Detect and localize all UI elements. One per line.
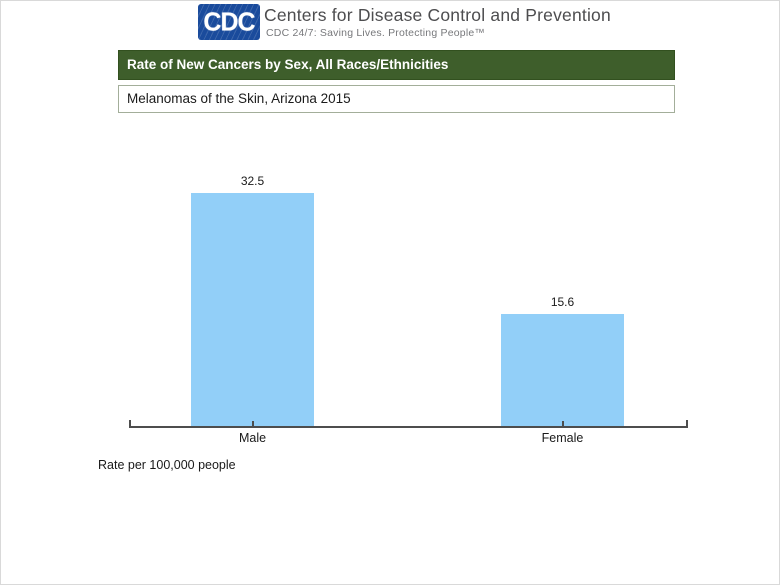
bar-male	[191, 193, 314, 426]
chart-subtitle-box: Melanomas of the Skin, Arizona 2015	[118, 85, 675, 113]
category-label-female: Female	[541, 431, 584, 445]
x-axis-line	[129, 426, 688, 428]
x-axis-tick-female	[561, 421, 564, 427]
org-name: Centers for Disease Control and Preventi…	[264, 5, 611, 25]
chart-title-bar: Rate of New Cancers by Sex, All Races/Et…	[118, 50, 675, 80]
x-axis-left-cap	[129, 420, 131, 428]
value-label-male: 32.5	[240, 174, 265, 188]
chart-subtitle: Melanomas of the Skin, Arizona 2015	[127, 91, 351, 106]
cdc-header: CDC Centers for Disease Control and Prev…	[1, 1, 779, 45]
x-axis-tick-male	[251, 421, 254, 427]
value-label-female: 15.6	[550, 295, 575, 309]
cdc-logo-text: CDC	[203, 6, 255, 37]
cdc-logo: CDC	[198, 4, 260, 40]
footnote: Rate per 100,000 people	[98, 458, 236, 472]
bar-female	[501, 314, 624, 426]
chart-title: Rate of New Cancers by Sex, All Races/Et…	[127, 57, 449, 72]
tagline: CDC 24/7: Saving Lives. Protecting Peopl…	[266, 27, 486, 39]
x-axis-right-cap	[686, 420, 688, 428]
category-label-male: Male	[238, 431, 267, 445]
